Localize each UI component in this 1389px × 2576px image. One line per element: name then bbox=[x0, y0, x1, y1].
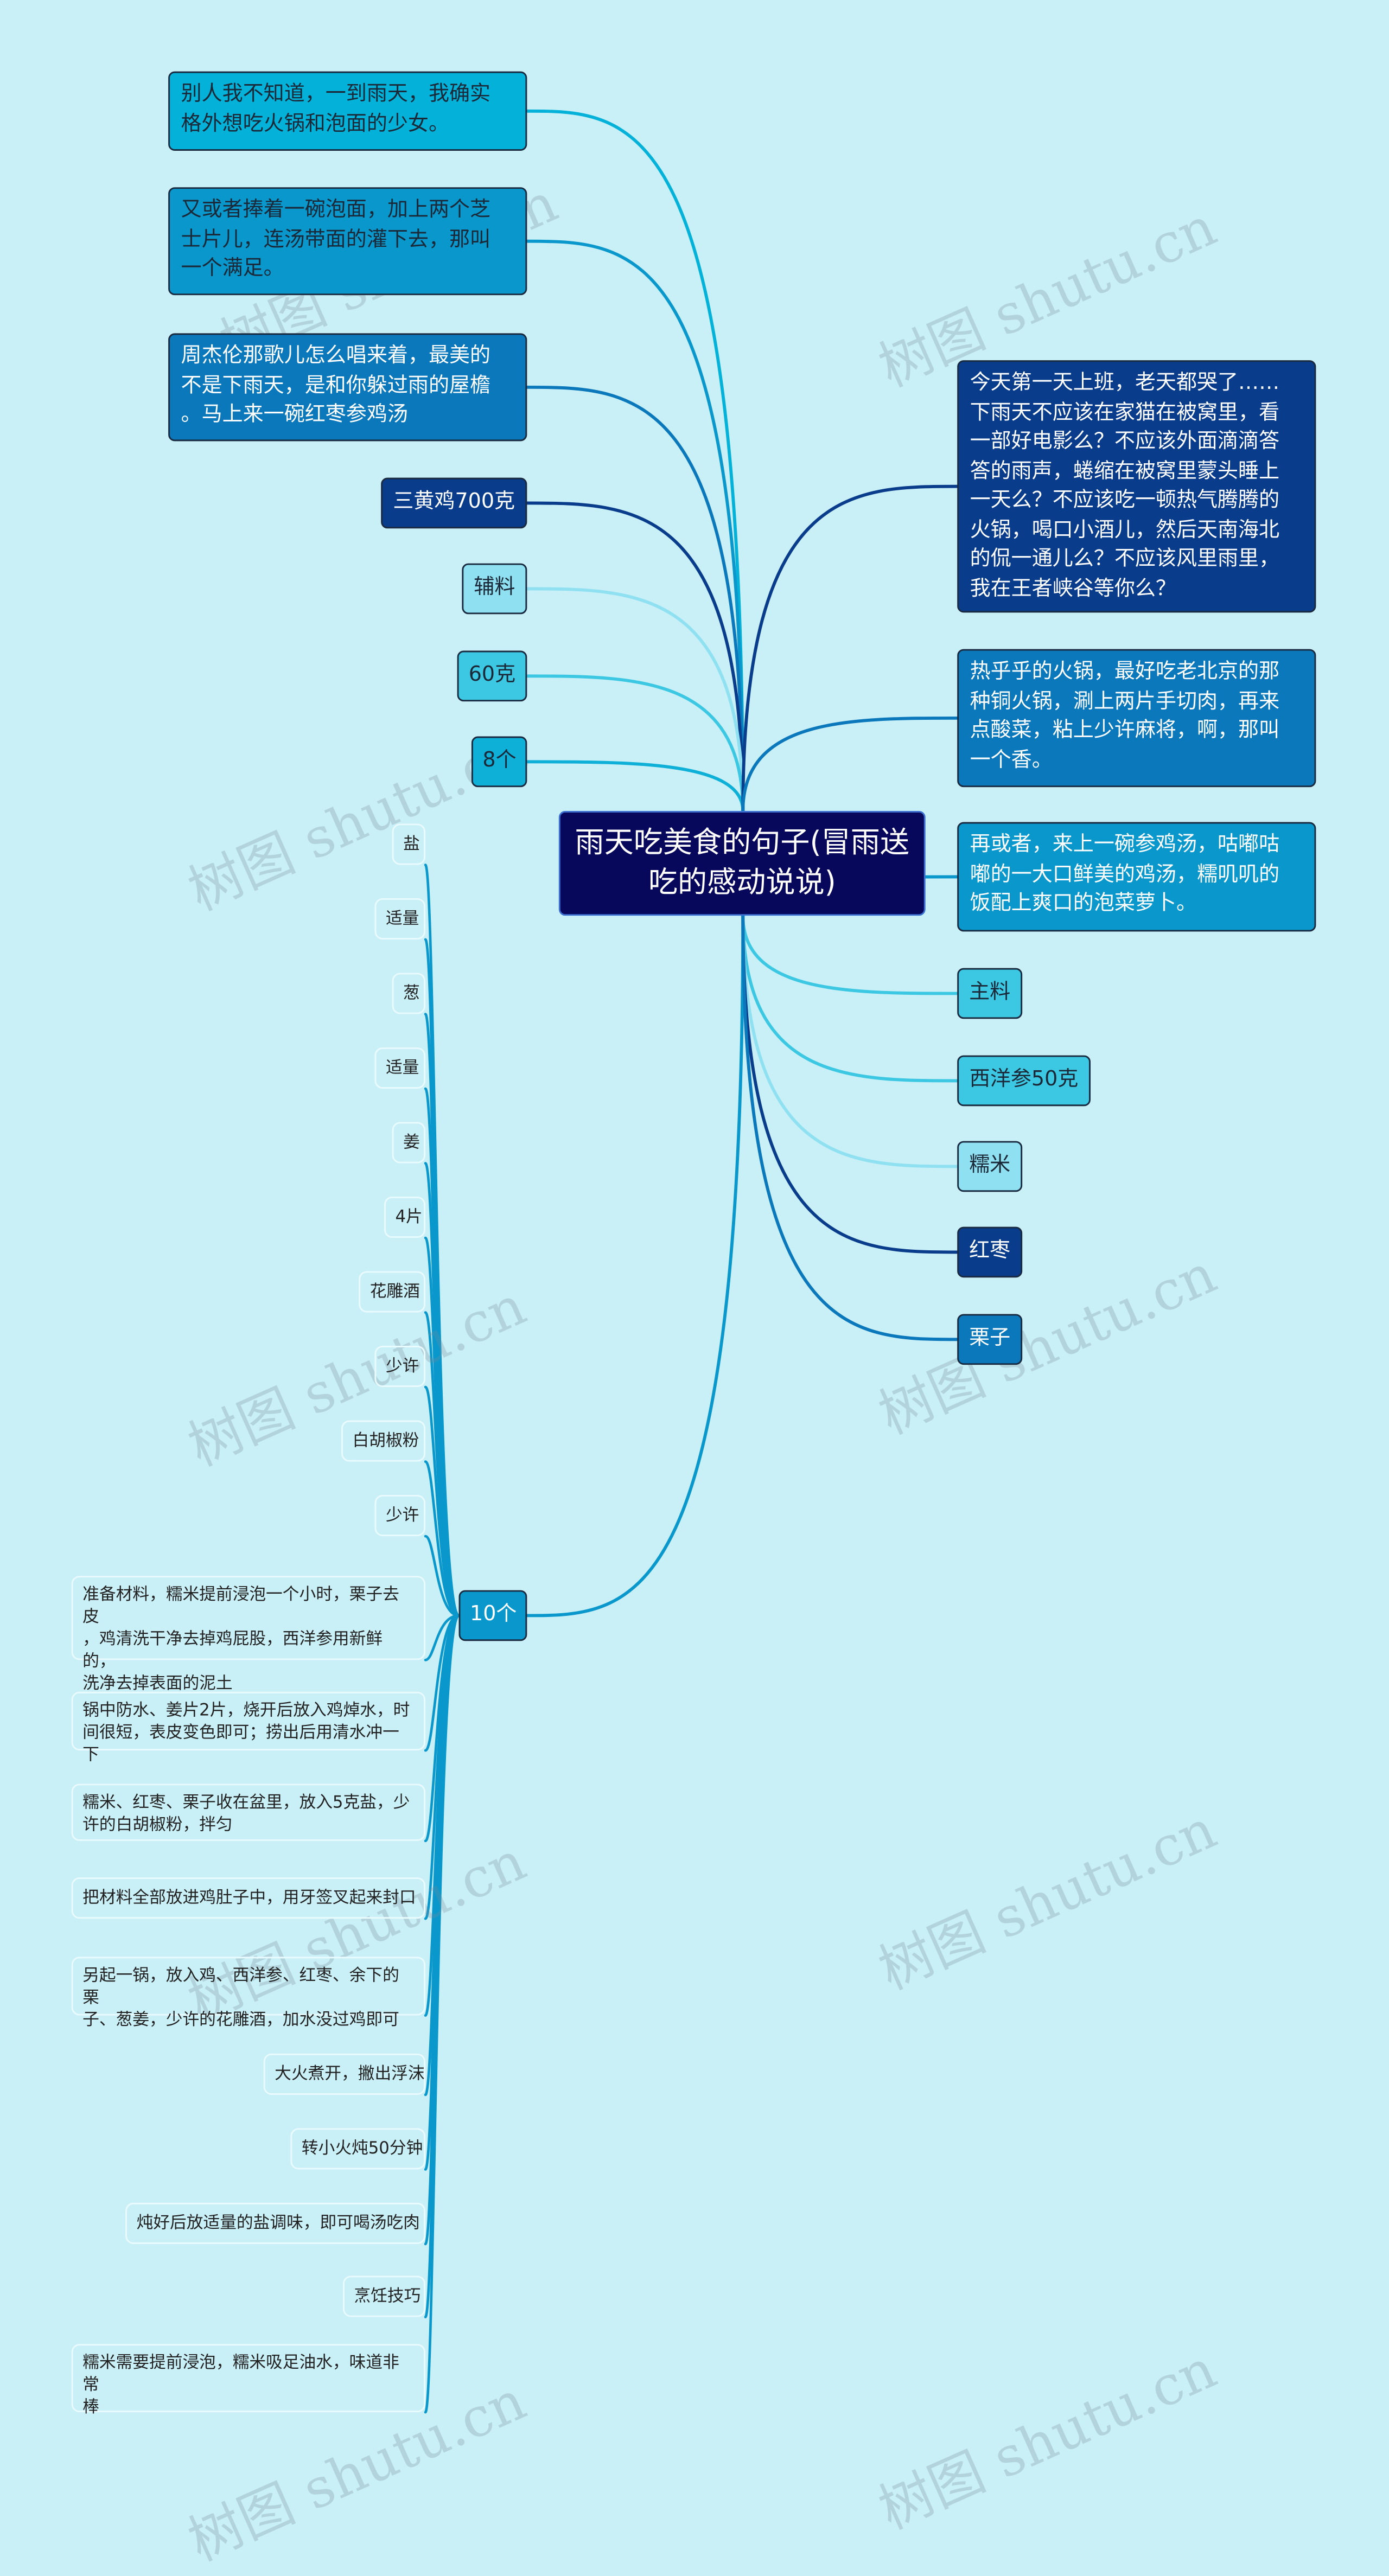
leaf-node[interactable]: 葱 bbox=[392, 973, 426, 1014]
connector-layer bbox=[424, 109, 959, 2414]
root-topic[interactable]: 雨天吃美食的句子(冒雨送 吃的感动说说) bbox=[558, 811, 926, 916]
leaf-node[interactable]: 适量 bbox=[374, 898, 426, 940]
branch-node-8[interactable]: 8个 bbox=[471, 736, 527, 788]
branch-node[interactable]: 别人我不知道，一到雨天，我确实 格外想吃火锅和泡面的少女。 bbox=[168, 71, 527, 151]
leaf-step[interactable]: 转小火炖50分钟 bbox=[290, 2128, 426, 2170]
leaf-connector bbox=[424, 1614, 460, 1752]
branch-node-dates[interactable]: 红枣 bbox=[957, 1226, 1023, 1278]
branch-connector bbox=[525, 674, 745, 813]
branch-connector bbox=[741, 914, 959, 1254]
branch-node[interactable]: 周杰伦那歌儿怎么唱来着，最美的 不是下雨天，是和你躲过雨的屋檐 。马上来一碗红枣… bbox=[168, 333, 527, 442]
leaf-step[interactable]: 把材料全部放进鸡肚子中，用牙签叉起来封口 bbox=[71, 1877, 426, 1919]
leaf-node[interactable]: 盐 bbox=[392, 823, 426, 865]
branch-node[interactable]: 今天第一天上班，老天都哭了…… 下雨天不应该在家猫在被窝里，看 一部好电影么？不… bbox=[957, 360, 1316, 613]
branch-node-10[interactable]: 10个 bbox=[458, 1590, 527, 1641]
branch-node[interactable]: 再或者，来上一碗参鸡汤，咕嘟咕 嘟的一大口鲜美的鸡汤，糯叽叽的 饭配上爽口的泡菜… bbox=[957, 822, 1316, 932]
branch-connector bbox=[525, 239, 745, 813]
leaf-connector bbox=[424, 1614, 460, 2414]
branch-node[interactable]: 热乎乎的火锅，最好吃老北京的那 种铜火锅，涮上两片手切肉，再来 点酸菜，粘上少许… bbox=[957, 649, 1316, 788]
branch-node-auxiliary[interactable]: 辅料 bbox=[462, 563, 527, 615]
leaf-connector bbox=[424, 1385, 460, 1617]
leaf-node-cooking-tips[interactable]: 烹饪技巧 bbox=[342, 2275, 426, 2317]
branch-node-chestnut[interactable]: 栗子 bbox=[957, 1314, 1023, 1365]
leaf-step[interactable]: 另起一锅，放入鸡、西洋参、红枣、余下的栗 子、葱姜，少许的花雕酒，加水没过鸡即可 bbox=[71, 1957, 426, 2030]
leaf-step[interactable]: 糯米、红枣、栗子收在盆里，放入5克盐，少 许的白胡椒粉，拌匀 bbox=[71, 1784, 426, 1841]
branch-connector bbox=[525, 914, 745, 1618]
leaf-node[interactable]: 4片 bbox=[384, 1196, 426, 1238]
branch-connector bbox=[741, 914, 959, 1083]
leaf-step[interactable]: 准备材料，糯米提前浸泡一个小时，栗子去皮 ，鸡清洗干净去掉鸡屁股，西洋参用新鲜的… bbox=[71, 1576, 426, 1693]
branch-connector bbox=[741, 914, 959, 1341]
branch-connector bbox=[525, 385, 745, 813]
branch-node-60g[interactable]: 60克 bbox=[457, 650, 527, 702]
leaf-node[interactable]: 白胡椒粉 bbox=[341, 1420, 426, 1462]
leaf-step[interactable]: 炖好后放适量的盐调味，即可喝汤吃肉 bbox=[125, 2202, 426, 2244]
branch-connector bbox=[525, 587, 745, 813]
leaf-step[interactable]: 锅中防水、姜片2片，烧开后放入鸡焯水，时 间很短，表皮变色即可；捞出后用清水冲一… bbox=[71, 1691, 426, 1765]
branch-node-ginseng[interactable]: 西洋参50克 bbox=[957, 1055, 1091, 1107]
branch-connector bbox=[525, 760, 745, 813]
branch-connector bbox=[525, 501, 745, 813]
branch-node[interactable]: 又或者捧着一碗泡面，加上两个芝 士片儿，连汤带面的灌下去，那叫 一个满足。 bbox=[168, 187, 527, 296]
leaf-connector bbox=[424, 1460, 460, 1617]
leaf-node[interactable]: 姜 bbox=[392, 1122, 426, 1164]
branch-connector bbox=[741, 914, 959, 1168]
leaf-step[interactable]: 糯米需要提前浸泡，糯米吸足油水，味道非常 棒 bbox=[71, 2344, 426, 2417]
leaf-connector bbox=[424, 1614, 460, 1661]
branch-node-rice[interactable]: 糯米 bbox=[957, 1141, 1023, 1192]
branch-connector bbox=[525, 109, 745, 813]
branch-connector bbox=[741, 914, 959, 995]
branch-node-chicken[interactable]: 三黄鸡700克 bbox=[381, 477, 527, 529]
leaf-node[interactable]: 少许 bbox=[374, 1495, 426, 1537]
mindmap-canvas: 树图 shutu.cn 树图 shutu.cn 树图 shutu.cn 树图 s… bbox=[71, 71, 1316, 2575]
branch-connector bbox=[741, 484, 959, 813]
leaf-node[interactable]: 适量 bbox=[374, 1047, 426, 1089]
leaf-node[interactable]: 少许 bbox=[374, 1346, 426, 1388]
leaf-step[interactable]: 大火煮开，撇出浮沫 bbox=[263, 2053, 426, 2095]
branch-node-main-ingredients[interactable]: 主料 bbox=[957, 968, 1023, 1019]
leaf-node[interactable]: 花雕酒 bbox=[359, 1271, 426, 1313]
branch-connector bbox=[741, 716, 959, 813]
leaf-connector bbox=[424, 1535, 460, 1617]
